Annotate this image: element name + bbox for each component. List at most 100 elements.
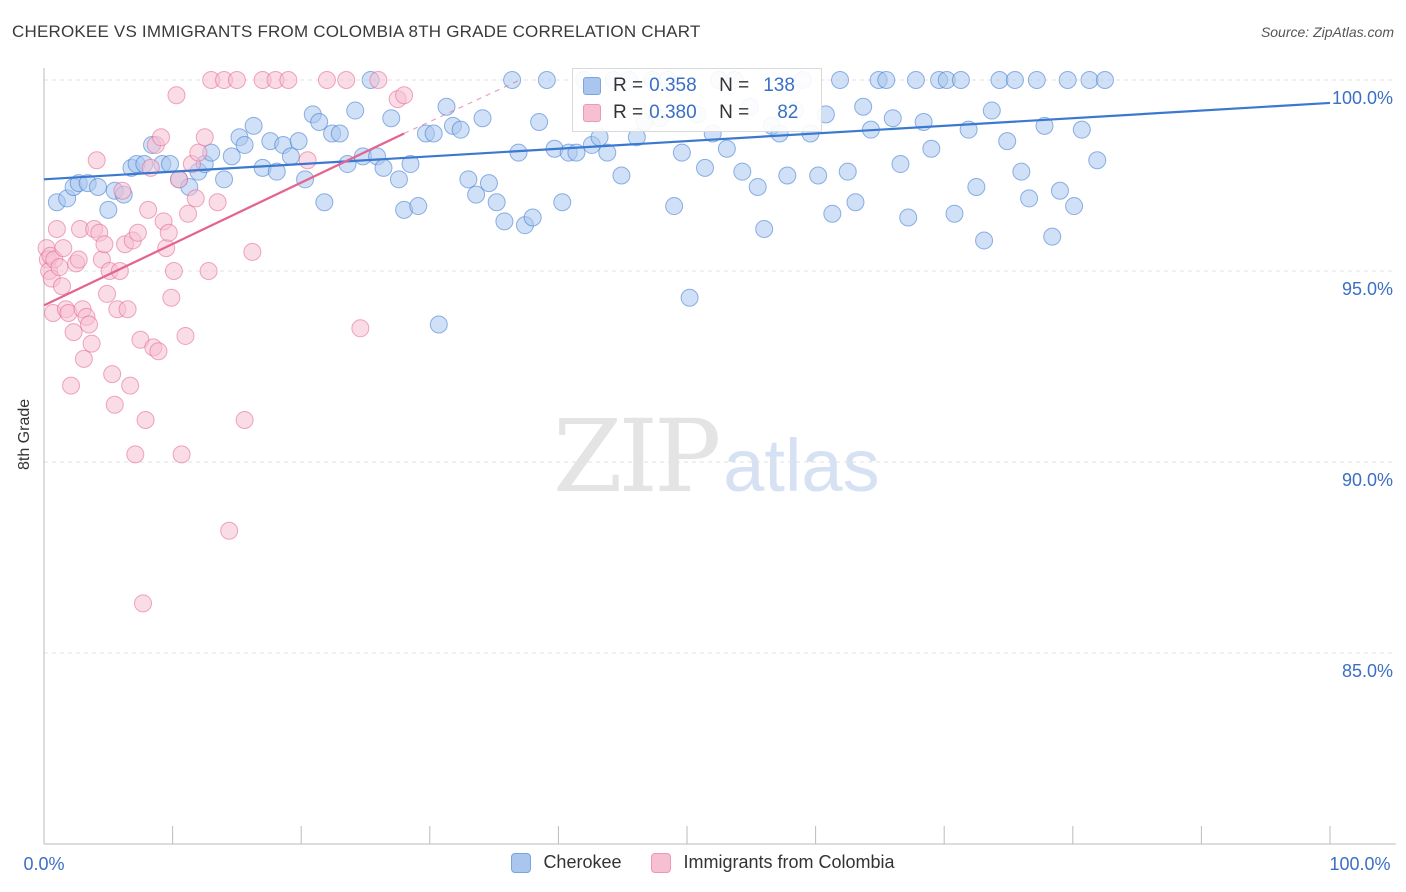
colombia-point — [189, 143, 208, 162]
legend-item-cherokee[interactable]: Cherokee — [511, 852, 621, 873]
colombia-point — [164, 262, 183, 280]
colombia-point — [103, 365, 122, 384]
cherokee-point — [945, 204, 964, 223]
colombia-point — [195, 128, 214, 147]
cherokee-point — [598, 143, 617, 162]
cherokee-point — [809, 166, 828, 185]
cherokee-point — [1043, 227, 1062, 246]
cherokee-point — [289, 132, 308, 151]
y-axis-label: 8th Grade — [16, 398, 33, 470]
y-tick-label: 85.0% — [1342, 661, 1393, 681]
cherokee-point — [854, 97, 873, 116]
colombia-point — [69, 250, 88, 269]
watermark-zip: ZIP — [553, 398, 721, 515]
colombia-point — [95, 235, 114, 254]
colombia-point — [126, 445, 145, 464]
colombia-point — [395, 86, 414, 105]
cherokee-point — [1035, 116, 1054, 135]
chart-title: CHEROKEE VS IMMIGRANTS FROM COLOMBIA 8TH… — [12, 22, 701, 41]
r-value: 0.380 — [649, 102, 697, 123]
r-value: 0.358 — [649, 75, 697, 96]
colombia-point — [186, 189, 205, 208]
cherokee-point — [487, 193, 506, 212]
cherokee-point — [503, 71, 522, 89]
colombia-point — [53, 277, 72, 296]
colombia-point — [47, 219, 66, 238]
cherokee-point — [467, 185, 486, 204]
colombia-point — [179, 204, 198, 223]
colombia-point — [162, 288, 181, 307]
n-label: N = — [719, 102, 750, 123]
cherokee-point — [315, 193, 334, 212]
source-label: Source: ZipAtlas.com — [1260, 24, 1394, 40]
cherokee-point — [1072, 120, 1091, 139]
cherokee-point — [717, 139, 736, 158]
colombia-point — [235, 410, 254, 429]
cherokee-point — [1065, 197, 1084, 216]
cherokee-point — [680, 288, 699, 307]
watermark: ZIPatlas — [553, 398, 880, 515]
colombia-point — [317, 71, 336, 89]
colombia-point — [118, 300, 137, 319]
colombia-point — [243, 242, 262, 261]
cherokee-point — [437, 97, 456, 116]
cherokee-point — [530, 113, 549, 132]
cherokee-point — [846, 193, 865, 212]
colombia-point — [136, 410, 155, 429]
cherokee-point — [1080, 71, 1099, 89]
watermark-atlas: atlas — [723, 424, 880, 507]
cherokee-point — [215, 170, 234, 189]
cherokee-point — [877, 71, 896, 89]
cherokee-point — [495, 212, 514, 231]
legend-item-colombia[interactable]: Immigrants from Colombia — [651, 852, 895, 873]
cherokee-point — [967, 177, 986, 196]
colombia-point — [121, 376, 140, 395]
colombia-point — [369, 71, 388, 89]
cherokee-point — [99, 200, 118, 219]
legend-label-cherokee: Cherokee — [543, 852, 622, 872]
colombia-point — [199, 262, 218, 280]
series-legend: Cherokee Immigrants from Colombia — [0, 852, 1406, 873]
colombia-point — [149, 342, 168, 361]
cherokee-point — [998, 132, 1017, 151]
cherokee-point — [1088, 151, 1107, 170]
colombia-point — [50, 258, 69, 277]
n-label: N = — [719, 75, 750, 96]
cherokee-point — [672, 143, 691, 162]
cherokee-point — [748, 177, 767, 196]
stats-row-cherokee: R = 0.358 N = 138 — [583, 74, 795, 98]
colombia-point — [134, 594, 153, 613]
cherokee-point — [612, 166, 631, 185]
y-tick-label: 100.0% — [1332, 88, 1393, 108]
cherokee-trendline — [43, 101, 1331, 181]
cherokee-point — [1005, 71, 1024, 89]
n-value: 138 — [763, 75, 795, 96]
colombia-point — [139, 200, 158, 219]
r-label: R = — [613, 102, 644, 123]
colombia-point — [159, 223, 178, 242]
cherokee-point — [451, 120, 470, 139]
cherokee-point — [906, 71, 925, 89]
colombia-point — [82, 334, 101, 353]
cherokee-point — [553, 193, 572, 212]
colombia-swatch — [583, 104, 601, 122]
x-tick-label: 0.0% — [23, 854, 64, 874]
colombia-point — [170, 170, 189, 189]
cherokee-point — [389, 170, 408, 189]
colombia-point — [298, 151, 317, 170]
cherokee-point — [244, 116, 263, 135]
cherokee-swatch — [583, 77, 601, 95]
cherokee-point — [696, 158, 715, 177]
cherokee-legend-swatch — [511, 852, 532, 873]
cherokee-point — [89, 177, 108, 196]
cherokee-point — [267, 162, 286, 181]
colombia-point — [337, 71, 356, 89]
colombia-point — [105, 395, 124, 414]
cherokee-point — [733, 162, 752, 181]
cherokee-point — [296, 170, 315, 189]
colombia-point — [74, 349, 93, 368]
x-tick-label: 100.0% — [1329, 854, 1390, 874]
cherokee-point — [222, 147, 241, 166]
colombia-legend-swatch — [651, 852, 672, 873]
